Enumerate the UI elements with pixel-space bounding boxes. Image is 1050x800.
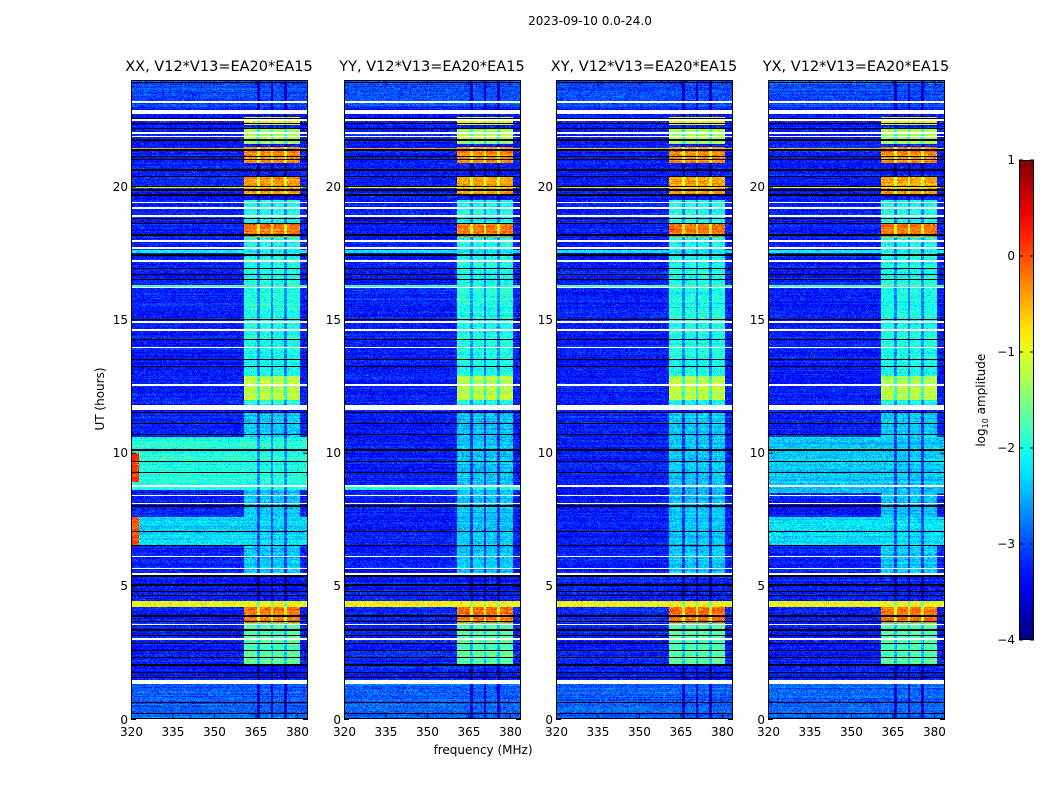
y-tick-label: 15 (112, 313, 128, 328)
y-tick-label: 20 (112, 180, 128, 194)
y-tick-label: 10 (749, 446, 765, 461)
x-axis-label: frequency (MHz) (433, 743, 533, 757)
x-tick-label: 320 (333, 725, 356, 739)
x-tick-label: 365 (881, 725, 905, 739)
x-tick-label: 350 (416, 725, 439, 739)
heatmap-yy (344, 80, 521, 719)
y-tick-label: 10 (537, 446, 553, 461)
y-tick-label: 20 (537, 180, 553, 194)
y-tick-label: 5 (120, 579, 128, 594)
panel-title-xy: XY, V12*V13=EA20*EA15 (550, 59, 738, 75)
heatmap-panel-xx (131, 80, 308, 719)
heatmap-xx (131, 80, 308, 719)
y-tick-label: 15 (325, 313, 341, 328)
y-tick-label: 0 (545, 712, 553, 727)
panel-title-xx: XX, V12*V13=EA20*EA15 (125, 59, 313, 75)
y-tick-label: 5 (757, 579, 765, 594)
y-tick-label: 15 (749, 313, 765, 328)
colorbar-tick-label: 0 (1007, 249, 1015, 263)
x-tick-label: 335 (798, 725, 822, 739)
x-tick-label: 335 (586, 725, 610, 739)
panel-title-yx: YX, V12*V13=EA20*EA15 (762, 59, 950, 75)
y-tick-label: 0 (333, 712, 341, 727)
colorbar-tick-label: 1 (1007, 153, 1015, 167)
x-tick-label: 380 (922, 725, 946, 739)
y-tick-label: 10 (112, 446, 128, 461)
x-tick-label: 350 (628, 725, 651, 739)
y-tick-label: 15 (537, 313, 553, 328)
x-tick-label: 365 (669, 725, 693, 739)
x-tick-label: 380 (710, 725, 734, 739)
colorbar-tick-label: −1 (997, 345, 1015, 359)
colorbar-tick-label: −2 (997, 441, 1015, 455)
x-tick-label: 380 (285, 725, 309, 739)
y-tick-label: 5 (333, 579, 341, 594)
colorbar (1019, 160, 1034, 640)
x-tick-label: 365 (244, 725, 268, 739)
x-tick-label: 335 (161, 725, 185, 739)
colorbar-tick-label: −4 (997, 633, 1015, 647)
y-tick-label: 5 (545, 579, 553, 594)
panel-title-yy: YY, V12*V13=EA20*EA15 (339, 59, 525, 75)
heatmap-panel-xy (556, 80, 733, 719)
x-tick-label: 365 (457, 725, 481, 739)
x-tick-label: 320 (120, 725, 143, 739)
axes-frame (768, 80, 945, 719)
x-tick-label: 335 (374, 725, 398, 739)
x-tick-label: 350 (203, 725, 226, 739)
axes-frame (344, 80, 521, 719)
figure-title: 2023-09-10 0.0-24.0 (528, 14, 652, 28)
axes-frame (556, 80, 733, 719)
y-tick-label: 20 (749, 180, 765, 194)
y-tick-label: 0 (120, 712, 128, 727)
heatmap-yx (768, 80, 945, 719)
y-tick-label: 20 (325, 180, 341, 194)
heatmap-panel-yy (344, 80, 521, 719)
x-tick-label: 380 (498, 725, 522, 739)
heatmap-panel-yx (768, 80, 945, 719)
x-tick-label: 320 (757, 725, 780, 739)
x-tick-label: 350 (840, 725, 863, 739)
y-tick-label: 10 (325, 446, 341, 461)
colorbar-tick-label: −3 (997, 537, 1015, 551)
axes-frame (131, 80, 308, 719)
y-tick-label: 0 (757, 712, 765, 727)
x-tick-label: 320 (545, 725, 568, 739)
heatmap-xy (556, 80, 733, 719)
